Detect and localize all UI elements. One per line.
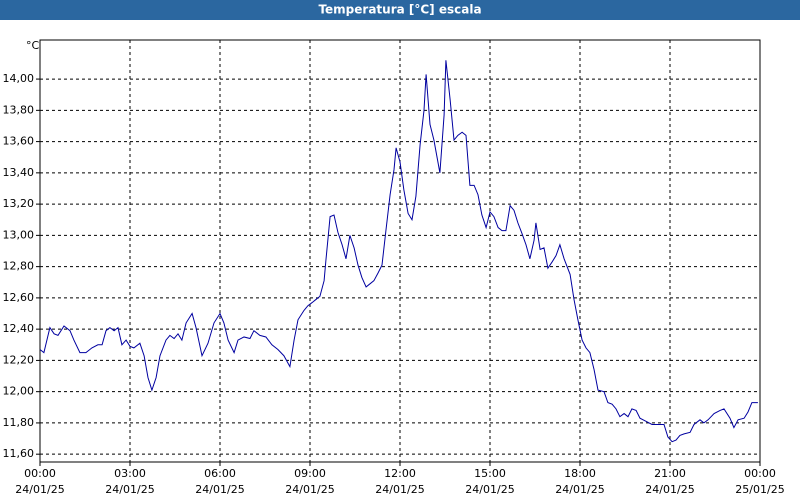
x-tick-date: 24/01/25 (465, 483, 514, 496)
y-tick-label: 14,00 (3, 72, 35, 85)
x-tick-label: 12:00 (384, 467, 416, 480)
y-tick-label: 13,60 (3, 135, 35, 148)
y-tick-label: 11,60 (3, 447, 35, 460)
y-tick-label: 13,20 (3, 197, 35, 210)
y-tick-label: 11,80 (3, 416, 35, 429)
x-tick-date: 25/01/25 (735, 483, 784, 496)
x-tick-label: 18:00 (564, 467, 596, 480)
x-tick-label: 00:00 (24, 467, 56, 480)
x-tick-label: 06:00 (204, 467, 236, 480)
x-tick-label: 00:00 (744, 467, 776, 480)
y-tick-label: 12,20 (3, 353, 35, 366)
x-tick-date: 24/01/25 (285, 483, 334, 496)
x-tick-label: 03:00 (114, 467, 146, 480)
y-unit: °C (26, 39, 40, 52)
y-tick-label: 13,40 (3, 166, 35, 179)
y-tick-label: 12,80 (3, 260, 35, 273)
x-tick-date: 24/01/25 (645, 483, 694, 496)
chart-title: Temperatura [°C] escala (318, 3, 481, 17)
title-bar (0, 0, 800, 20)
x-tick-date: 24/01/25 (375, 483, 424, 496)
x-tick-date: 24/01/25 (555, 483, 604, 496)
x-tick-date: 24/01/25 (15, 483, 64, 496)
y-tick-label: 12,40 (3, 322, 35, 335)
x-tick-date: 24/01/25 (105, 483, 154, 496)
y-tick-label: 13,80 (3, 103, 35, 116)
y-tick-label: 12,00 (3, 385, 35, 398)
x-tick-date: 24/01/25 (195, 483, 244, 496)
y-tick-label: 13,00 (3, 228, 35, 241)
x-tick-label: 15:00 (474, 467, 506, 480)
data-line (39, 60, 758, 443)
y-tick-label: 12,60 (3, 291, 35, 304)
x-tick-label: 21:00 (654, 467, 686, 480)
x-tick-label: 09:00 (294, 467, 326, 480)
